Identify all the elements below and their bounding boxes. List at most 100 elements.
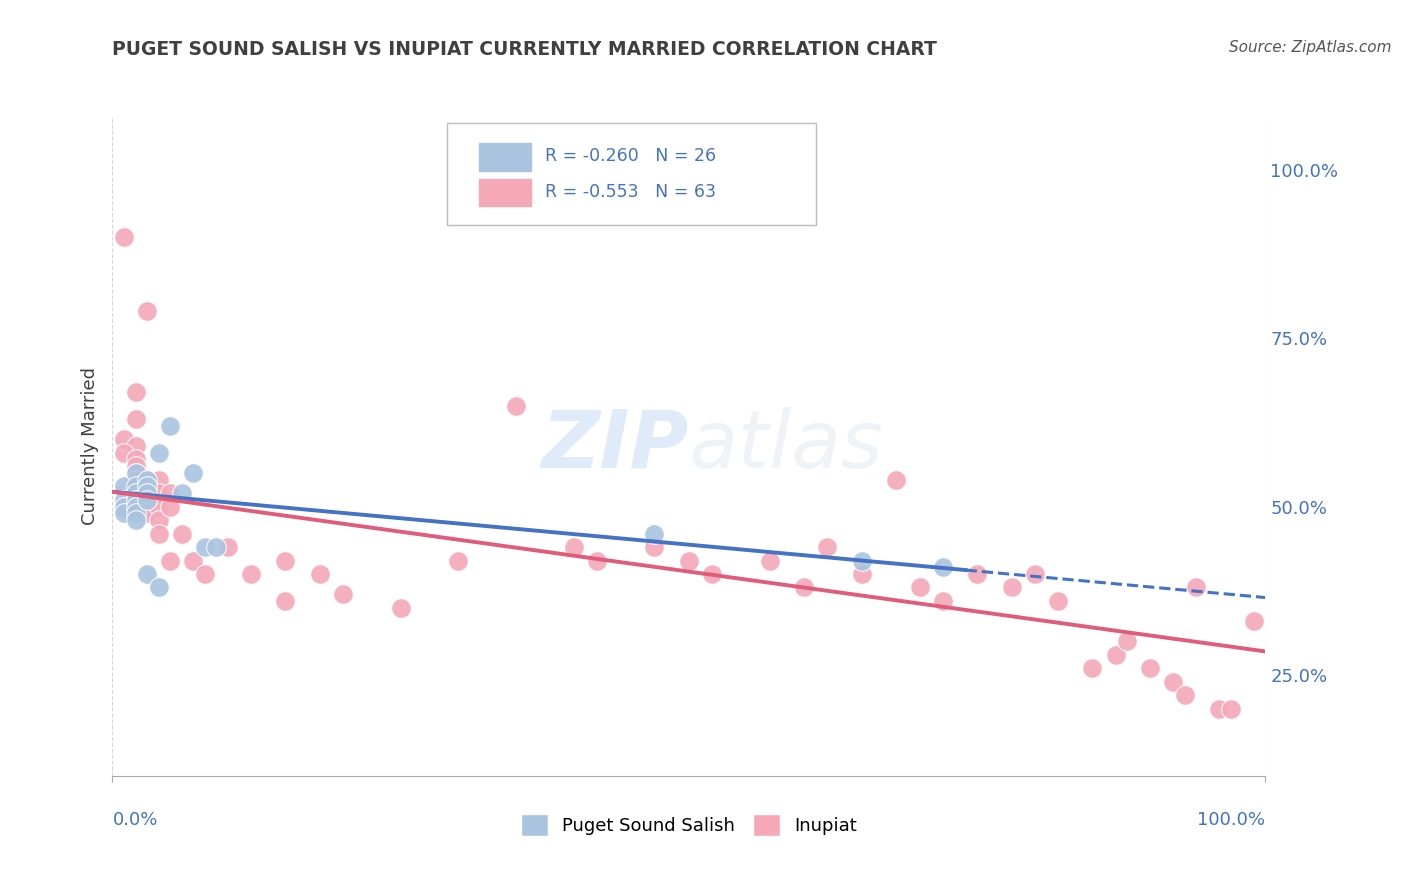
Bar: [479, 178, 531, 206]
Point: [194, 540, 217, 554]
Point: [1219, 701, 1241, 715]
Point: [136, 566, 159, 581]
Point: [124, 507, 146, 521]
Point: [159, 500, 181, 514]
Point: [1046, 594, 1069, 608]
Text: R = -0.260   N = 26: R = -0.260 N = 26: [544, 147, 716, 165]
Point: [124, 466, 146, 480]
Point: [148, 500, 170, 514]
Point: [205, 540, 228, 554]
Point: [136, 507, 159, 521]
Point: [181, 466, 204, 480]
Point: [136, 304, 159, 318]
Point: [1161, 674, 1184, 689]
Point: [136, 492, 159, 507]
Point: [389, 600, 412, 615]
Point: [643, 540, 665, 554]
Point: [124, 466, 146, 480]
Text: 0.0%: 0.0%: [112, 811, 157, 829]
Point: [274, 594, 297, 608]
Point: [1174, 688, 1197, 702]
Point: [815, 540, 838, 554]
Point: [851, 553, 873, 567]
Point: [274, 553, 297, 567]
Point: [194, 566, 217, 581]
Point: [1001, 581, 1024, 595]
Point: [159, 486, 181, 500]
Point: [148, 526, 170, 541]
Point: [678, 553, 700, 567]
Point: [124, 500, 146, 514]
Point: [643, 526, 665, 541]
Point: [136, 500, 159, 514]
Text: PUGET SOUND SALISH VS INUPIAT CURRENTLY MARRIED CORRELATION CHART: PUGET SOUND SALISH VS INUPIAT CURRENTLY …: [112, 40, 938, 59]
Point: [136, 479, 159, 493]
Point: [124, 479, 146, 493]
Point: [112, 479, 135, 493]
Point: [136, 492, 159, 507]
Point: [148, 581, 170, 595]
Legend: Puget Sound Salish, Inupiat: Puget Sound Salish, Inupiat: [513, 806, 865, 843]
Y-axis label: Currently Married: Currently Married: [80, 367, 98, 525]
Point: [1208, 701, 1230, 715]
Text: ZIP: ZIP: [541, 407, 689, 485]
Point: [309, 566, 332, 581]
Text: R = -0.553   N = 63: R = -0.553 N = 63: [544, 183, 716, 201]
Point: [170, 526, 193, 541]
Point: [124, 492, 146, 507]
Point: [148, 513, 170, 527]
Point: [159, 418, 181, 433]
Bar: [479, 143, 531, 170]
Point: [112, 492, 135, 507]
Point: [136, 486, 159, 500]
Text: Source: ZipAtlas.com: Source: ZipAtlas.com: [1229, 40, 1392, 55]
Point: [148, 473, 170, 487]
Point: [447, 553, 470, 567]
Point: [886, 473, 908, 487]
Point: [136, 473, 159, 487]
Point: [1116, 634, 1139, 648]
Point: [148, 486, 170, 500]
Point: [585, 553, 607, 567]
Point: [851, 566, 873, 581]
Point: [1081, 661, 1104, 675]
Point: [124, 452, 146, 467]
Point: [124, 459, 146, 474]
Point: [124, 486, 146, 500]
Point: [1024, 566, 1046, 581]
Point: [112, 500, 135, 514]
Point: [931, 594, 953, 608]
FancyBboxPatch shape: [447, 122, 815, 225]
Point: [124, 439, 146, 453]
Point: [159, 553, 181, 567]
Point: [170, 486, 193, 500]
Point: [217, 540, 239, 554]
Point: [124, 385, 146, 400]
Point: [758, 553, 780, 567]
Text: 100.0%: 100.0%: [1198, 811, 1265, 829]
Point: [112, 507, 135, 521]
Point: [136, 486, 159, 500]
Point: [136, 473, 159, 487]
Point: [332, 587, 354, 601]
Point: [1104, 648, 1126, 662]
Point: [793, 581, 815, 595]
Point: [700, 566, 723, 581]
Point: [124, 412, 146, 426]
Point: [1139, 661, 1161, 675]
Point: [112, 230, 135, 244]
Point: [112, 446, 135, 460]
Point: [562, 540, 585, 554]
Point: [181, 553, 204, 567]
Point: [908, 581, 931, 595]
Point: [931, 560, 953, 574]
Point: [124, 473, 146, 487]
Text: atlas: atlas: [689, 407, 884, 485]
Point: [124, 513, 146, 527]
Point: [112, 432, 135, 446]
Point: [1243, 614, 1265, 628]
Point: [505, 399, 527, 413]
Point: [239, 566, 262, 581]
Point: [136, 479, 159, 493]
Point: [148, 446, 170, 460]
